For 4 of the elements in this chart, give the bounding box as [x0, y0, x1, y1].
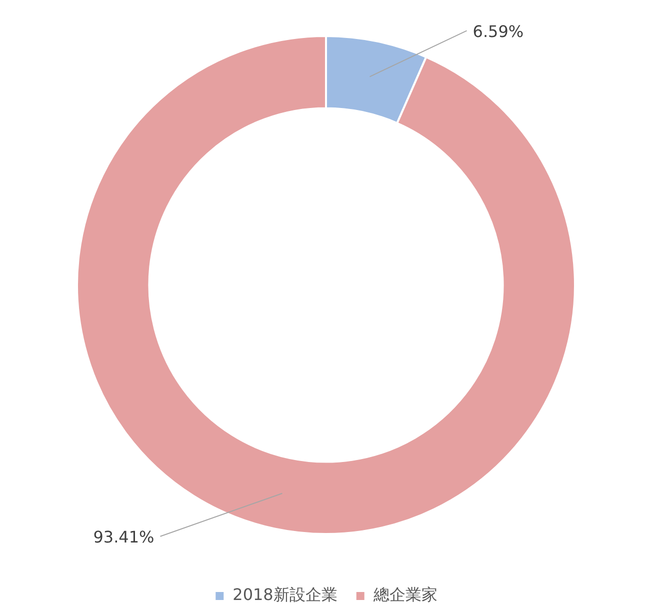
legend-label: 2018新設企業 — [232, 585, 338, 604]
legend-label: 總企業家 — [372, 585, 438, 604]
data-label: 6.59% — [472, 22, 524, 41]
data-label: 93.41% — [93, 528, 154, 547]
